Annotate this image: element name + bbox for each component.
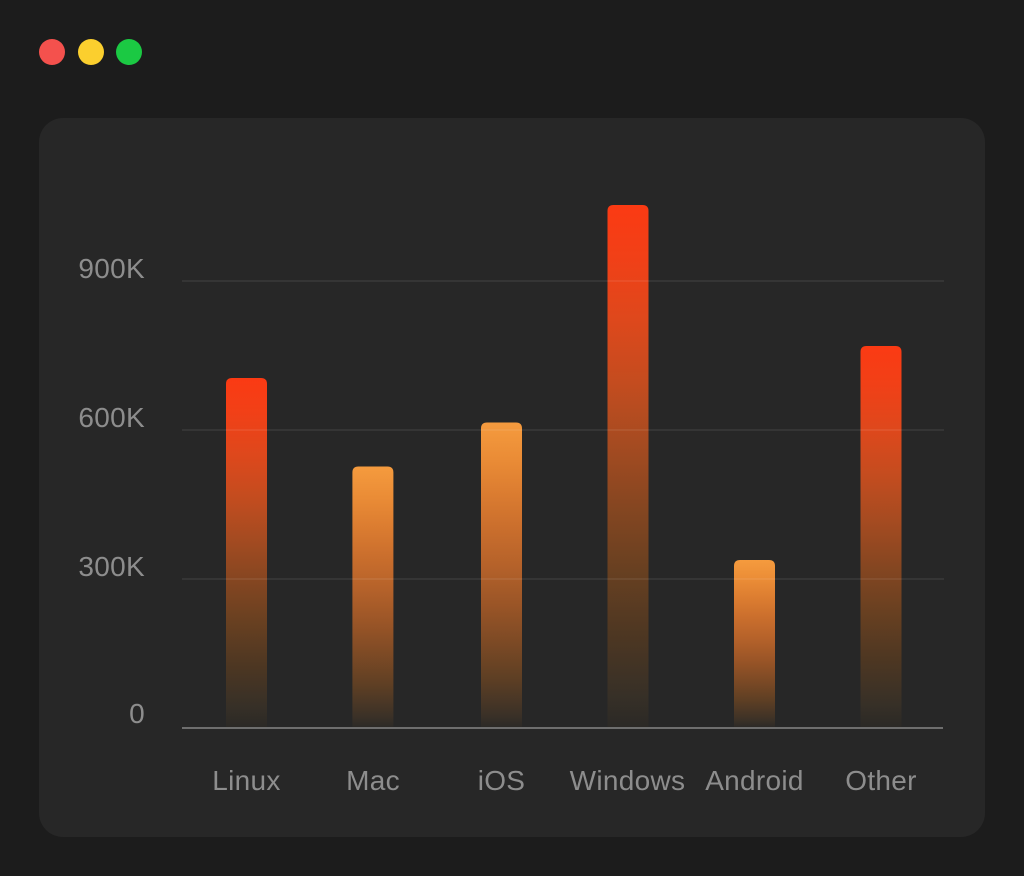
svg-text:0: 0 — [129, 698, 145, 729]
svg-text:Other: Other — [845, 765, 917, 796]
svg-text:Android: Android — [705, 765, 804, 796]
svg-text:600K: 600K — [78, 402, 145, 433]
svg-text:Windows: Windows — [570, 765, 686, 796]
svg-text:iOS: iOS — [478, 765, 526, 796]
svg-text:900K: 900K — [78, 253, 145, 284]
svg-text:Mac: Mac — [346, 765, 400, 796]
svg-text:Linux: Linux — [212, 765, 280, 796]
svg-text:300K: 300K — [78, 551, 145, 582]
